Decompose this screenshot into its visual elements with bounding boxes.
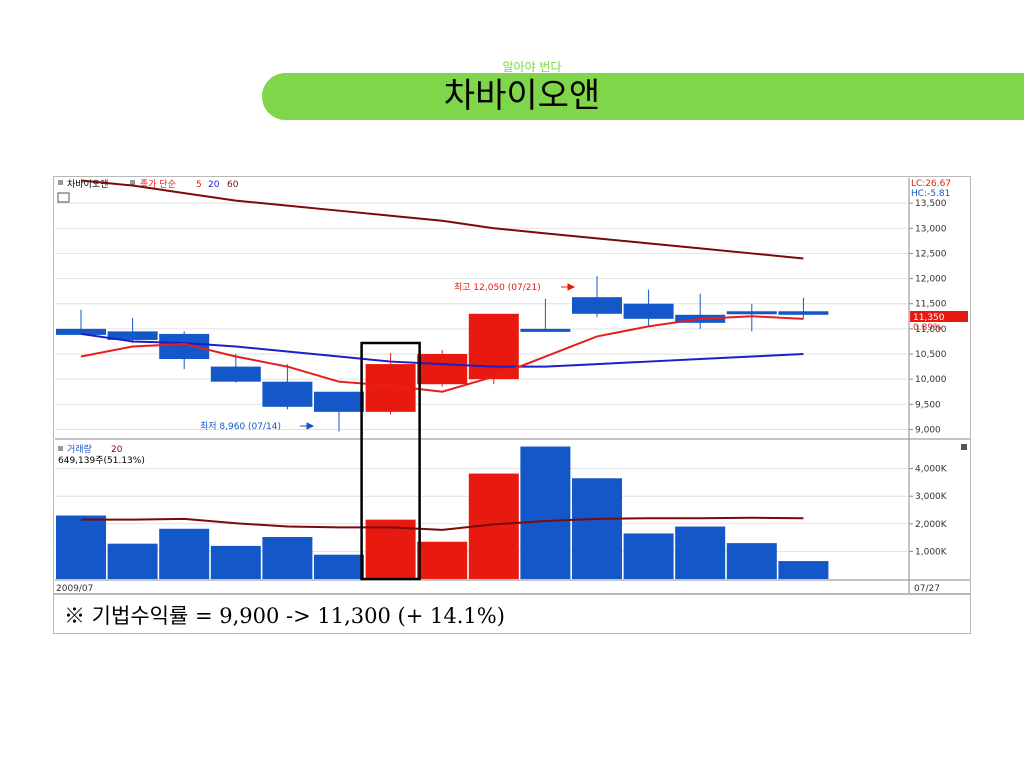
volume-bar [314, 554, 364, 579]
arrow-right-icon [300, 422, 315, 430]
price-tick-label: 13,500 [915, 199, 947, 209]
candle-body [572, 297, 622, 314]
grid-toggle-icon[interactable] [57, 192, 70, 203]
return-formula: ※ 기법수익률 = 9,900 -> 11,300 (+ 14.1%) [64, 604, 505, 628]
volume-bar [159, 528, 210, 579]
price-tick-label: 9,500 [915, 400, 941, 410]
current-price-tag [910, 311, 968, 322]
legend-marker [58, 180, 63, 185]
volume-legend-name: 거래량 [67, 443, 92, 455]
date-start: 2009/07 [56, 584, 93, 594]
price-tick-label: 10,500 [915, 350, 947, 360]
legend-ma20: 20 [208, 180, 220, 190]
volume-bar [778, 561, 829, 579]
volume-bar [365, 519, 416, 579]
volume-bar [623, 533, 674, 579]
legend-marker [58, 446, 63, 451]
price-tick-label: 13,000 [915, 224, 947, 234]
current-pct: 0.89% [913, 323, 942, 333]
candle-body [262, 381, 313, 407]
volume-bar [417, 541, 468, 579]
volume-tick-label: 4,000K [915, 465, 948, 475]
panel-close-icon[interactable] [961, 444, 967, 450]
current-price: 11,350 [913, 313, 945, 323]
legend-ma60: 60 [227, 180, 239, 190]
candle-body [623, 303, 674, 319]
price-tick-label: 12,500 [915, 249, 947, 259]
legend-stock-name: 차바이오앤 [67, 178, 108, 190]
candle-body [56, 328, 106, 335]
price-tick-label: 11,000 [915, 325, 947, 335]
ma5-line [80, 315, 804, 393]
page-title: 차바이오앤 [443, 76, 601, 116]
candle-body [159, 333, 210, 360]
candle-body [417, 354, 468, 385]
candle-body [520, 328, 571, 332]
legend-marker [130, 180, 135, 185]
volume-bar [572, 478, 622, 579]
ma60-line [80, 179, 804, 260]
volume-ma20-line [81, 516, 804, 531]
volume-bar [726, 543, 777, 579]
hc-label: HC:-5.81 [911, 189, 950, 199]
subtitle: 알아야 번다 [502, 60, 562, 74]
volume-bar [107, 543, 158, 579]
volume-bar [262, 537, 313, 579]
arrow-right-icon [561, 283, 576, 291]
annotation-high: 최고 12,050 (07/21) [454, 282, 541, 293]
candle-body [314, 391, 364, 412]
volume-legend-period: 20 [111, 445, 123, 455]
signal-highlight-box [360, 341, 421, 581]
volume-bar [675, 526, 726, 579]
candle-body [468, 313, 519, 380]
price-tick-label: 9,000 [915, 425, 941, 435]
candle-body [726, 311, 777, 315]
legend-ma-label: 종가 단순 [140, 179, 176, 190]
price-tick-label: 11,500 [915, 300, 947, 310]
volume-tick-label: 2,000K [915, 520, 948, 530]
candle-body [210, 366, 261, 382]
volume-tick-label: 1,000K [915, 547, 948, 557]
volume-readout: 649,139주(51.13%) [58, 455, 145, 466]
volume-bar [520, 446, 571, 579]
formula-box [53, 594, 971, 634]
volume-tick-label: 3,000K [915, 492, 948, 502]
title-banner [262, 73, 1024, 120]
legend-ma5: 5 [196, 180, 202, 190]
annotation-low: 최저 8,960 (07/14) [200, 421, 281, 432]
date-end: 07/27 [914, 584, 940, 594]
volume-bar [56, 515, 106, 579]
price-tick-label: 12,000 [915, 275, 947, 285]
ma20-line [80, 332, 804, 368]
price-tick-label: 10,000 [915, 375, 947, 385]
candle-body [778, 311, 829, 315]
volume-bar [210, 545, 261, 579]
candle-body [107, 331, 158, 340]
lc-label: LC:26.67 [911, 179, 951, 189]
